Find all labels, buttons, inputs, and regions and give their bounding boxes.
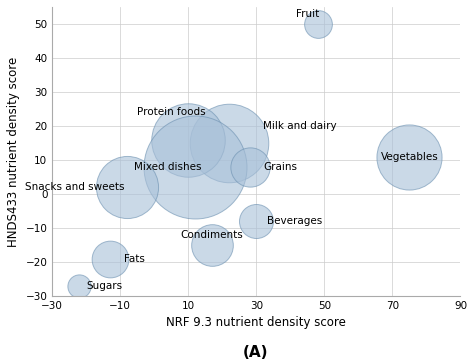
- Point: [406, 154, 413, 160]
- Y-axis label: HNDS433 nutrient density score: HNDS433 nutrient density score: [7, 56, 20, 247]
- Text: Fruit: Fruit: [296, 9, 319, 19]
- Point: [209, 242, 216, 248]
- Point: [314, 21, 321, 27]
- Point: [76, 283, 83, 289]
- Point: [191, 164, 199, 170]
- Text: Protein foods: Protein foods: [137, 107, 206, 117]
- Point: [253, 218, 260, 224]
- Text: Grains: Grains: [263, 162, 297, 172]
- Text: Fats: Fats: [124, 254, 145, 264]
- Text: (A): (A): [243, 345, 269, 360]
- Text: Beverages: Beverages: [266, 216, 322, 226]
- Point: [106, 256, 114, 261]
- Point: [246, 164, 253, 170]
- X-axis label: NRF 9.3 nutrient density score: NRF 9.3 nutrient density score: [166, 317, 346, 330]
- Text: Sugars: Sugars: [86, 281, 122, 291]
- Point: [184, 137, 192, 143]
- Point: [123, 184, 131, 190]
- Point: [225, 140, 233, 146]
- Text: Vegetables: Vegetables: [381, 152, 438, 162]
- Text: Condiments: Condiments: [181, 230, 244, 240]
- Text: Milk and dairy: Milk and dairy: [263, 121, 337, 131]
- Text: Mixed dishes: Mixed dishes: [134, 162, 201, 172]
- Text: Snacks and sweets: Snacks and sweets: [25, 182, 125, 192]
